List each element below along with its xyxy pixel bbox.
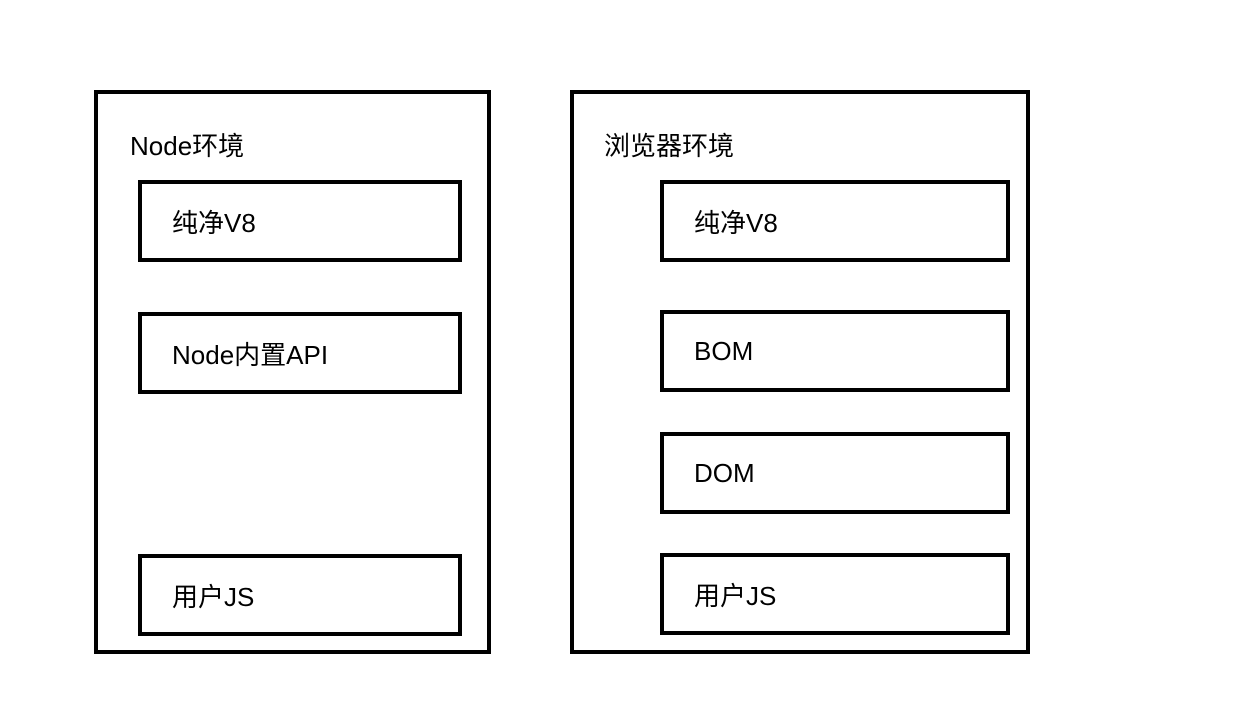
browser-box-v8-label: 纯净V8 bbox=[694, 203, 778, 240]
node-box-userjs: 用户JS bbox=[138, 554, 462, 636]
node-box-userjs-label: 用户JS bbox=[172, 577, 254, 614]
browser-env-title: 浏览器环境 bbox=[604, 126, 734, 163]
node-env-title: Node环境 bbox=[130, 126, 244, 163]
browser-box-bom: BOM bbox=[660, 310, 1010, 392]
node-box-v8: 纯净V8 bbox=[138, 180, 462, 262]
browser-box-userjs: 用户JS bbox=[660, 553, 1010, 635]
browser-box-dom-label: DOM bbox=[694, 458, 755, 489]
node-box-api: Node内置API bbox=[138, 312, 462, 394]
node-box-api-label: Node内置API bbox=[172, 335, 328, 372]
node-box-v8-label: 纯净V8 bbox=[172, 203, 256, 240]
browser-box-v8: 纯净V8 bbox=[660, 180, 1010, 262]
browser-box-userjs-label: 用户JS bbox=[694, 576, 776, 613]
browser-box-bom-label: BOM bbox=[694, 336, 753, 367]
browser-box-dom: DOM bbox=[660, 432, 1010, 514]
